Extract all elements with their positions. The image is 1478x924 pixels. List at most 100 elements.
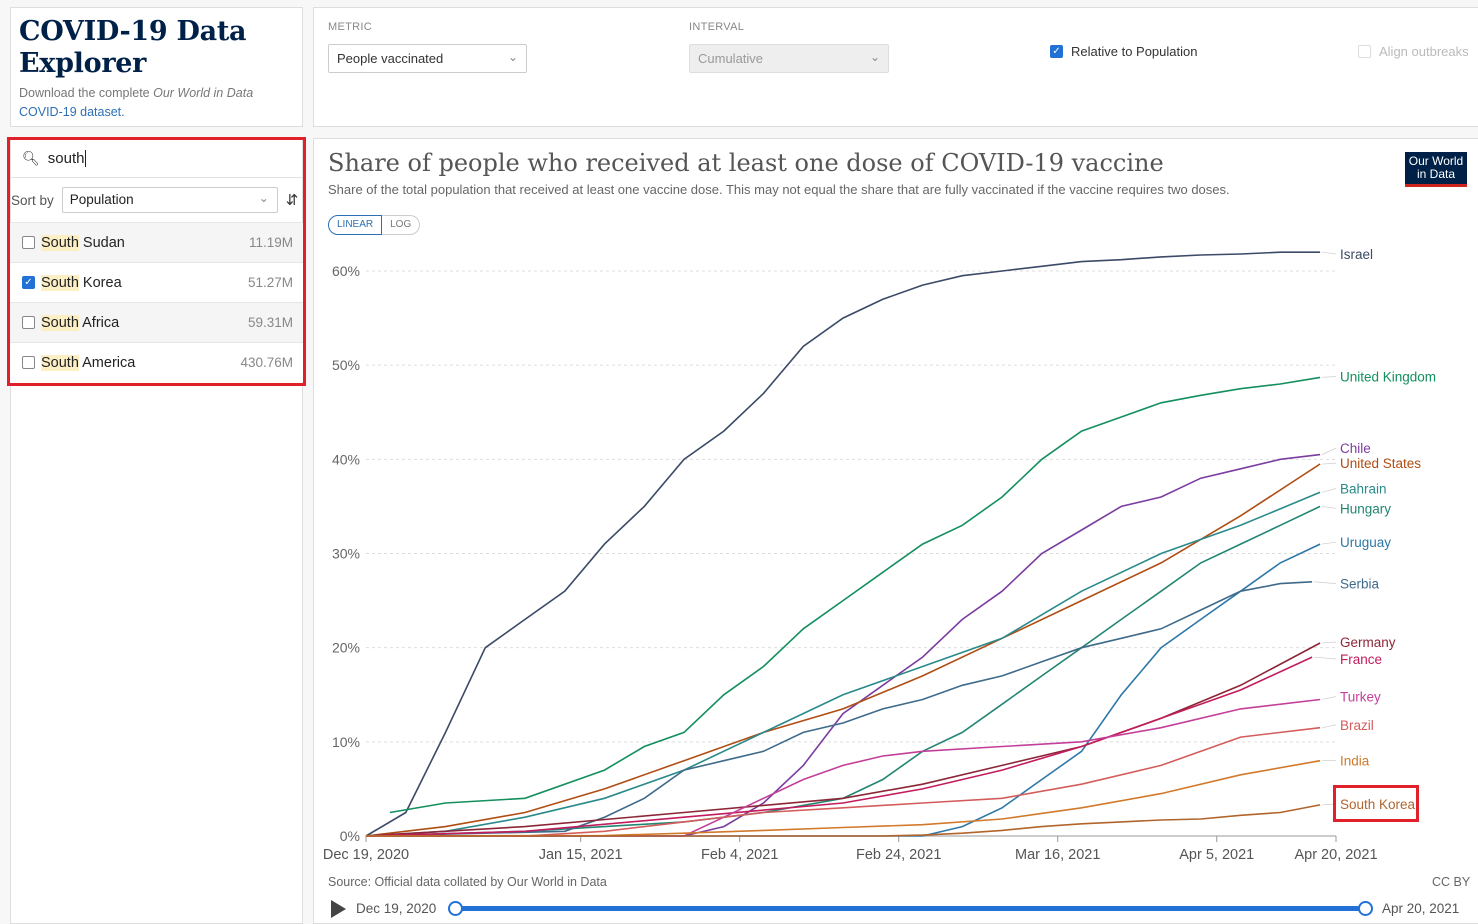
- interval-value: Cumulative: [698, 51, 764, 66]
- series-line-serbia: [365, 581, 1313, 837]
- highlight-box-south-korea: [1333, 785, 1419, 822]
- source-text: Source: Official data collated by Our Wo…: [328, 875, 607, 889]
- result-row[interactable]: South America 430.76M: [10, 342, 303, 382]
- search-match-highlight: South: [41, 234, 79, 251]
- app-title-line2: Explorer: [19, 48, 147, 79]
- text-caret: [85, 150, 87, 167]
- series-line-india: [365, 759, 1321, 837]
- search-match-highlight: South: [41, 314, 79, 331]
- result-population: 430.76M: [240, 355, 293, 370]
- align-outbreaks-checkbox[interactable]: Align outbreaks: [1358, 44, 1469, 59]
- label-connector: [1322, 506, 1337, 509]
- label-connector: [1322, 376, 1337, 378]
- result-name: South Africa: [41, 314, 248, 331]
- interval-select[interactable]: Cumulative ⌄: [689, 44, 889, 73]
- search-match-highlight: South: [41, 274, 79, 291]
- sort-value: Population: [69, 192, 134, 207]
- checkmark-icon: ✓: [1050, 45, 1063, 58]
- series-label: United Kingdom: [1340, 369, 1436, 384]
- chart-title: Share of people who received at least on…: [328, 149, 1164, 177]
- series-label: Hungary: [1340, 501, 1391, 516]
- result-row[interactable]: South Africa 59.31M: [10, 302, 303, 342]
- x-tick-label: Jan 15, 2021: [539, 847, 623, 863]
- series-label: Bahrain: [1340, 482, 1387, 497]
- scale-toggle: LINEAR LOG: [328, 215, 421, 235]
- result-row[interactable]: South Sudan 11.19M: [10, 222, 303, 262]
- align-label: Align outbreaks: [1379, 44, 1469, 59]
- result-row[interactable]: ✓ South Korea 51.27M: [10, 262, 303, 302]
- sort-order-icon[interactable]: ⇵: [285, 192, 299, 209]
- series-label: Turkey: [1340, 690, 1381, 705]
- result-name-rest: Korea: [78, 274, 122, 291]
- series-line-south-korea: [366, 804, 1321, 837]
- highlight-box-sidebar: [7, 137, 306, 386]
- label-connector: [1321, 447, 1337, 455]
- series-line-israel: [365, 251, 1321, 837]
- checkmark-icon[interactable]: ✓: [22, 276, 35, 289]
- series-line-france: [365, 656, 1313, 837]
- sort-label: Sort by: [11, 192, 54, 208]
- app-title-line1: COVID-19 Data: [19, 16, 247, 47]
- chart-subtitle: Share of the total population that recei…: [328, 182, 1230, 197]
- label-connector: [1314, 581, 1337, 584]
- app-subtitle: Download the complete Our World in Data …: [19, 84, 294, 122]
- y-tick-label: 60%: [332, 263, 360, 279]
- relative-label: Relative to Population: [1071, 44, 1198, 59]
- series-label: South Korea: [1340, 797, 1416, 812]
- y-tick-label: 50%: [332, 357, 360, 373]
- app-header: COVID-19 Data Explorer Download the comp…: [10, 7, 303, 127]
- subtitle-prefix: Download the complete: [19, 86, 154, 100]
- search-query: south: [47, 150, 85, 167]
- timeline-track[interactable]: [456, 906, 1366, 911]
- logo-line1: Our World: [1408, 154, 1464, 168]
- series-label: Chile: [1340, 441, 1371, 456]
- timeline-end-label: Apr 20, 2021: [1382, 901, 1460, 916]
- result-name: South Sudan: [41, 234, 249, 251]
- log-scale-button[interactable]: LOG: [382, 215, 421, 235]
- series-label: France: [1340, 652, 1382, 667]
- label-connector: [1322, 462, 1337, 465]
- app-title: COVID-19 Data Explorer: [19, 16, 294, 80]
- series-label: Uruguay: [1340, 535, 1391, 550]
- checkbox-box[interactable]: [22, 316, 35, 329]
- checkbox-box[interactable]: [22, 356, 35, 369]
- series-label: Brazil: [1340, 718, 1374, 733]
- result-name-rest: Sudan: [78, 234, 125, 251]
- result-name-rest: America: [78, 354, 136, 371]
- result-population: 59.31M: [247, 315, 293, 330]
- linear-scale-button[interactable]: LINEAR: [328, 215, 383, 235]
- timeline-end-handle[interactable]: [1358, 901, 1373, 916]
- series-line-chile: [366, 453, 1321, 837]
- timeline-start-handle[interactable]: [448, 901, 463, 916]
- play-icon[interactable]: [331, 900, 346, 918]
- metric-select[interactable]: People vaccinated ⌄: [328, 44, 527, 73]
- y-tick-label: 30%: [332, 546, 360, 562]
- label-connector: [1322, 641, 1337, 644]
- relative-to-population-checkbox[interactable]: ✓ Relative to Population: [1050, 44, 1197, 59]
- x-tick-label: Apr 5, 2021: [1179, 847, 1254, 863]
- chevron-down-icon: ⌄: [507, 50, 518, 64]
- x-tick-label: Apr 20, 2021: [1294, 847, 1377, 863]
- owid-logo[interactable]: Our World in Data: [1405, 152, 1467, 187]
- series-label: India: [1340, 754, 1370, 769]
- series-line-uruguay: [366, 543, 1321, 837]
- checkbox-box[interactable]: [22, 236, 35, 249]
- series-label: United States: [1340, 456, 1421, 471]
- search-input[interactable]: 🔍︎ south: [10, 140, 303, 178]
- sort-row: Sort by Population ⌄ ⇵: [10, 184, 303, 216]
- label-connector: [1314, 656, 1337, 660]
- series-line-germany: [365, 642, 1321, 837]
- sort-select[interactable]: Population ⌄: [61, 187, 278, 213]
- series-line-hungary: [365, 505, 1321, 837]
- chevron-down-icon: ⌄: [869, 50, 880, 64]
- dataset-link[interactable]: COVID-19 dataset.: [19, 105, 125, 119]
- result-population: 51.27M: [247, 275, 293, 290]
- x-tick-label: Feb 4, 2021: [701, 847, 778, 863]
- license-text[interactable]: CC BY: [1432, 875, 1471, 889]
- result-name-rest: Africa: [78, 314, 120, 331]
- checkbox-box: [1358, 45, 1371, 58]
- series-label: Serbia: [1340, 577, 1380, 592]
- label-connector: [1322, 488, 1337, 493]
- results-list: South Sudan 11.19M ✓ South Korea 51.27M South…: [10, 222, 303, 382]
